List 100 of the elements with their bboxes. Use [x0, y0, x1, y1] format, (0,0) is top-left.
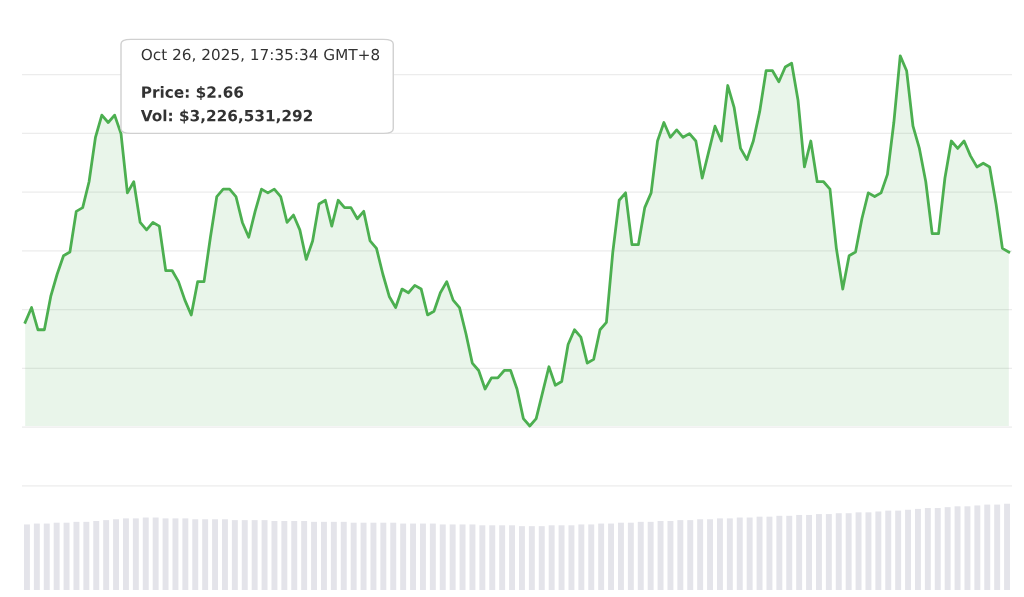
bar	[63, 522, 70, 590]
bar	[875, 511, 882, 590]
bar	[528, 526, 535, 590]
bar	[964, 506, 971, 590]
bar	[439, 524, 446, 590]
bar	[350, 522, 357, 590]
bar	[241, 520, 248, 590]
bar	[53, 522, 60, 590]
bar	[627, 522, 634, 590]
bar	[806, 514, 813, 590]
bar	[984, 504, 991, 590]
bar	[33, 523, 40, 590]
bar	[756, 516, 763, 590]
bar	[281, 520, 288, 590]
bar	[459, 524, 466, 590]
bar	[934, 508, 941, 590]
bar	[43, 523, 50, 590]
bar	[637, 521, 644, 590]
bar	[449, 524, 456, 590]
bar	[746, 517, 753, 590]
bar	[202, 519, 209, 590]
bar	[924, 508, 931, 590]
bar	[568, 525, 575, 590]
bar	[994, 504, 1001, 590]
bar	[895, 510, 902, 590]
bar	[122, 518, 129, 590]
bar	[390, 522, 397, 590]
bar	[608, 523, 615, 590]
bar	[301, 520, 308, 590]
bar	[479, 525, 486, 590]
bar	[429, 523, 436, 590]
bar	[726, 518, 733, 590]
bar	[588, 524, 595, 590]
bar	[212, 519, 219, 590]
annotation: Price: $2.66	[142, 86, 244, 100]
bar	[83, 521, 90, 590]
bar	[73, 521, 80, 590]
bar	[835, 513, 842, 590]
bar	[251, 520, 258, 590]
bar	[776, 515, 783, 590]
bar	[578, 524, 585, 590]
bar	[271, 520, 278, 590]
bar	[845, 513, 852, 590]
bar	[548, 525, 555, 590]
bar	[182, 518, 189, 590]
bar	[697, 519, 704, 590]
bar	[518, 526, 525, 590]
bar	[687, 520, 694, 590]
bar	[667, 520, 674, 590]
bar	[23, 524, 30, 590]
bar	[370, 522, 377, 590]
bar	[598, 523, 605, 590]
bar	[796, 514, 803, 590]
bar	[617, 522, 624, 590]
bar	[905, 509, 912, 590]
bar	[786, 515, 793, 590]
bar	[400, 523, 407, 590]
bar	[410, 523, 417, 590]
bar	[855, 512, 862, 590]
bar	[360, 522, 367, 590]
bar	[231, 520, 238, 590]
bar	[192, 519, 199, 590]
bar	[93, 520, 100, 590]
bar	[954, 506, 961, 590]
bar	[419, 523, 426, 590]
bar	[103, 520, 110, 590]
bar	[677, 520, 684, 590]
bar	[647, 521, 654, 590]
bar	[736, 517, 743, 590]
bar	[320, 521, 327, 590]
bar	[142, 517, 149, 590]
bar	[311, 521, 318, 590]
bar	[499, 525, 506, 590]
bar	[707, 519, 714, 590]
bar	[766, 516, 773, 590]
bar	[221, 519, 228, 590]
bar	[885, 510, 892, 590]
annotation: Oct 26, 2025, 17:35:34 GMT+8	[141, 48, 380, 62]
bar	[657, 520, 664, 590]
bar	[914, 508, 921, 590]
bar	[865, 512, 872, 590]
bar	[291, 520, 298, 590]
bar	[340, 521, 347, 590]
bar	[944, 507, 951, 590]
bar	[172, 518, 179, 590]
annotation: Vol: $3,226,531,292	[140, 109, 312, 124]
bar	[469, 524, 476, 590]
bar	[330, 521, 337, 590]
bar	[380, 522, 387, 590]
bar	[538, 526, 545, 590]
bar	[113, 519, 120, 590]
bar	[815, 514, 822, 590]
bar	[558, 525, 565, 590]
bar	[509, 525, 516, 590]
bar	[1004, 503, 1011, 590]
bar	[152, 517, 159, 590]
bar	[716, 518, 723, 590]
bar	[261, 520, 268, 590]
bar	[825, 514, 832, 590]
bar	[132, 518, 139, 590]
